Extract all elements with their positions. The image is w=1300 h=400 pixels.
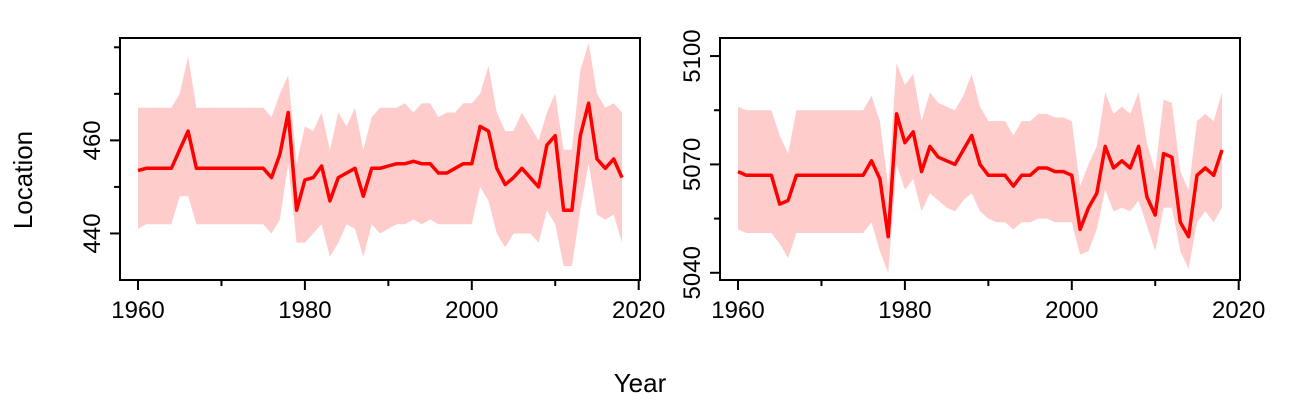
left-panel: 1960 1980 2000 2020 440 460 (79, 37, 665, 324)
x-tick-label: 2000 (1045, 297, 1098, 324)
confidence-band (738, 63, 1222, 273)
y-axis-title: Location (8, 131, 38, 229)
confidence-band (138, 42, 622, 267)
x-tick-label: 1980 (278, 297, 331, 324)
y-tick-label: 5070 (679, 138, 706, 191)
location-line (737, 112, 1224, 239)
x-axis-title: Year (614, 368, 667, 398)
y-tick-label: 5040 (679, 246, 706, 299)
plot-frame (719, 37, 1241, 281)
x-tick-label: 1980 (878, 297, 931, 324)
y-tick-label: 440 (79, 213, 106, 253)
x-tick-label: 2020 (612, 297, 665, 324)
x-tick-label: 1960 (111, 297, 164, 324)
right-panel: 1960 1980 2000 2020 5040 5070 5100 (679, 29, 1265, 324)
x-tick-label: 2020 (1212, 297, 1265, 324)
plot-frame (119, 37, 641, 281)
x-tick-label: 2000 (445, 297, 498, 324)
location-line (137, 101, 624, 212)
y-tick-label: 5100 (679, 29, 706, 82)
y-tick-label: 460 (79, 120, 106, 160)
x-tick-label: 1960 (711, 297, 764, 324)
